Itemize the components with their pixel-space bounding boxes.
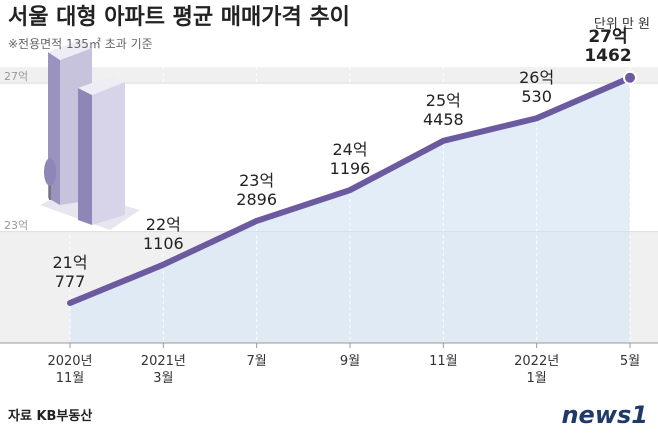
plot: [0, 67, 658, 348]
value-label: 26억 530: [519, 68, 555, 107]
value-label: 27억1462: [584, 27, 632, 66]
value-label: 25억 4458: [422, 90, 464, 129]
band: [0, 67, 658, 84]
chart-subtitle: ※전용면적 135㎡ 초과 기준: [8, 37, 153, 51]
x-tick-label: 11월: [429, 354, 458, 369]
x-tick-label: 2021년 3월: [140, 354, 186, 386]
area: [70, 77, 630, 343]
unit-label: 단위 만 원: [594, 17, 650, 32]
x-tick-label: 5월: [619, 354, 641, 369]
building-illustration: [40, 40, 140, 230]
y-tick-label: 23억: [4, 218, 29, 232]
line: [67, 74, 633, 306]
chart-title: 서울 대형 아파트 평균 매매가격 추이: [8, 5, 350, 30]
x-tick-label: 7월: [246, 354, 267, 369]
y-tick-label: 27억: [4, 70, 29, 84]
value-label: 24억 1196: [329, 140, 371, 179]
end-point: [623, 70, 637, 85]
value-label: 22억 1106: [142, 214, 184, 253]
x-tick-label: 9월: [339, 354, 361, 369]
x-tick-label: 2020년 11월: [47, 354, 93, 386]
logo: news1: [561, 401, 648, 429]
value-label: 23억 2896: [236, 170, 278, 209]
source: 자료 KB부동산: [8, 408, 92, 424]
x-tick-label: 2022년 1월: [514, 354, 560, 386]
value-label: 21억 777: [52, 252, 88, 291]
